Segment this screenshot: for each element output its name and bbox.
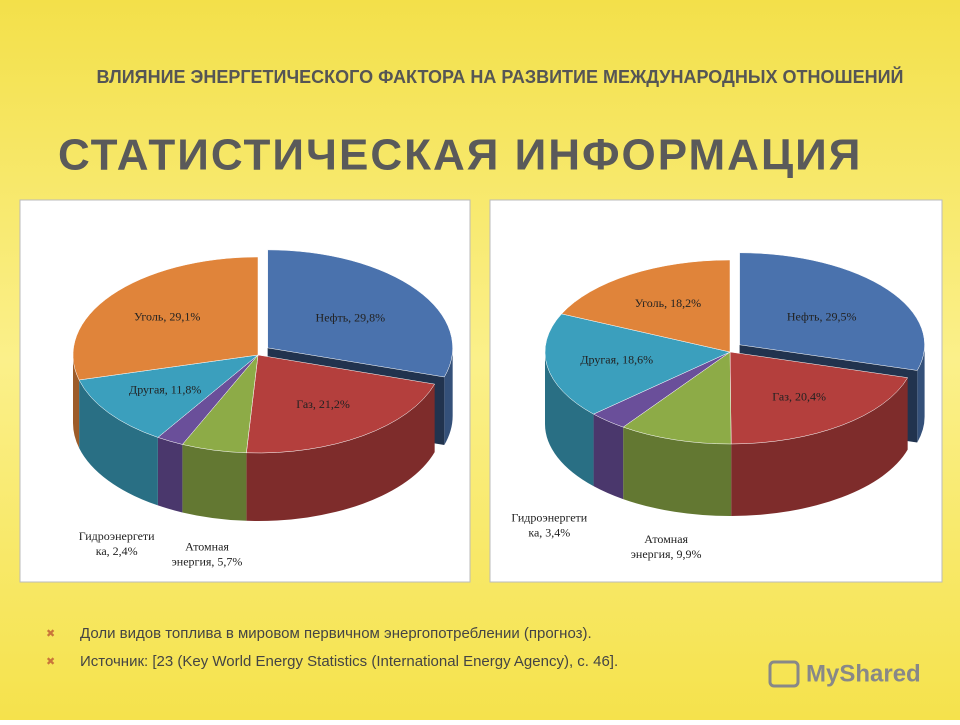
label-line: ка, 2,4% bbox=[96, 544, 138, 558]
bullet-text: Доли видов топлива в мировом первичном э… bbox=[80, 625, 592, 642]
slice bbox=[729, 351, 909, 445]
label-line: Гидроэнергети bbox=[511, 510, 587, 524]
watermark-icon bbox=[768, 660, 800, 688]
slide-title: СТАТИСТИЧЕСКАЯ ИНФОРМАЦИЯ bbox=[58, 131, 862, 180]
data-label: Газ, 21,2% bbox=[296, 397, 350, 411]
bullet-text: Источник: [23 (Key World Energy Statisti… bbox=[80, 653, 618, 670]
slice-side bbox=[246, 384, 435, 521]
slice-side bbox=[623, 427, 732, 516]
label-line: ка, 3,4% bbox=[528, 525, 570, 539]
label-line: энергия, 9,9% bbox=[631, 547, 702, 561]
slice-side bbox=[731, 377, 908, 516]
slice bbox=[267, 249, 453, 378]
data-label: Нефть, 29,5% bbox=[787, 310, 857, 324]
data-label: Уголь, 18,2% bbox=[635, 296, 701, 310]
slice bbox=[739, 252, 925, 371]
slice bbox=[544, 313, 731, 415]
label-line: Гидроэнергети bbox=[79, 529, 155, 543]
slice bbox=[78, 354, 259, 438]
data-label: Нефть, 29,8% bbox=[316, 311, 386, 325]
slice-side bbox=[545, 352, 594, 487]
slice-side bbox=[444, 347, 453, 445]
slice-side bbox=[79, 379, 158, 506]
data-label: Другая, 11,8% bbox=[129, 382, 201, 396]
bullet-icon: ✖ bbox=[46, 656, 55, 668]
label-line: Атомная bbox=[644, 532, 688, 546]
slice bbox=[561, 259, 731, 353]
label-line: энергия, 5,7% bbox=[172, 554, 243, 568]
slice-side bbox=[157, 437, 183, 513]
data-label: Атомная энергия, 9,9% bbox=[631, 532, 702, 561]
slice bbox=[72, 256, 259, 381]
slice bbox=[246, 354, 436, 454]
slice-side bbox=[917, 344, 925, 443]
slice-side bbox=[593, 414, 624, 500]
label-line: Атомная bbox=[185, 539, 229, 553]
bullet-icon: ✖ bbox=[46, 628, 55, 640]
data-label: Атомная энергия, 5,7% bbox=[172, 539, 243, 568]
data-label: Гидроэнергети ка, 3,4% bbox=[511, 510, 587, 539]
watermark: MyShared bbox=[806, 660, 921, 687]
data-label: Уголь, 29,1% bbox=[134, 310, 200, 324]
slice-side bbox=[73, 355, 80, 448]
data-label: Газ, 20,4% bbox=[772, 389, 826, 403]
data-label: Гидроэнергети ка, 2,4% bbox=[79, 529, 155, 558]
slice-side bbox=[182, 444, 247, 521]
slice bbox=[622, 351, 732, 445]
header: ВЛИЯНИЕ ЭНЕРГЕТИЧЕСКОГО ФАКТОРА НА РАЗВИ… bbox=[97, 66, 904, 87]
data-label: Другая, 18,6% bbox=[580, 353, 653, 367]
